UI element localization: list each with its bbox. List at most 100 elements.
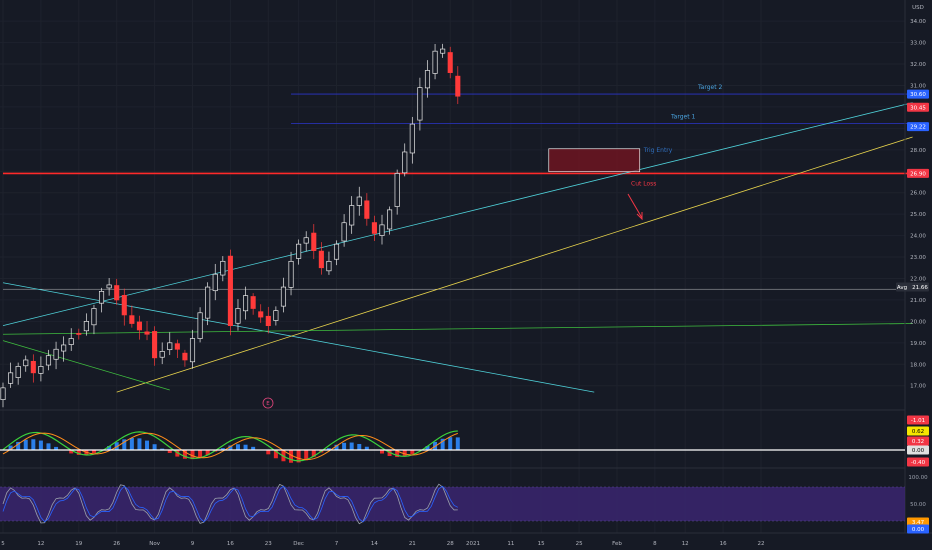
candle-body	[0, 387, 6, 400]
macd-value: 0.62	[912, 429, 924, 435]
time-tick-label: 2021	[466, 541, 480, 547]
macd-bar	[364, 446, 369, 450]
candle-body	[205, 286, 211, 319]
price-tick-label: 19.00	[910, 341, 926, 347]
candle-body	[265, 315, 271, 327]
candle-body	[455, 75, 461, 97]
candle-body	[432, 50, 438, 74]
candle-body	[243, 295, 249, 312]
macd-line	[2, 430, 458, 462]
price-tick-label: 20.00	[910, 319, 926, 325]
macd-bar	[296, 450, 301, 463]
macd-bar	[129, 437, 134, 450]
target-2-price-badge: 30.60	[910, 92, 926, 98]
candle-body	[30, 360, 36, 374]
macd-bar	[54, 446, 59, 450]
candle-body	[341, 222, 347, 242]
macd-bar	[402, 450, 407, 457]
stoch-axis-labels: 100.00 50.00 3.470.00	[907, 475, 929, 534]
macd-bar	[357, 443, 362, 450]
time-tick-label: 8	[653, 541, 657, 547]
avg-label: Avg	[897, 285, 907, 291]
candle-body	[371, 222, 377, 234]
price-tick-label: 21.00	[910, 298, 926, 304]
macd-bar	[160, 448, 165, 450]
stoch-50-label: 50.00	[910, 502, 926, 508]
time-tick-label: Dec	[293, 541, 304, 547]
trend-line	[116, 136, 913, 393]
macd-low-value-bg	[907, 457, 929, 467]
price-tick-label: 25.00	[910, 212, 926, 218]
macd-bar	[31, 439, 36, 450]
target-1-price-badge-bg	[907, 122, 929, 132]
macd-histogram-value-bg	[907, 415, 929, 425]
time-tick-label: 21	[409, 541, 416, 547]
candle-body	[280, 286, 287, 307]
candle-body	[144, 331, 150, 335]
candles	[0, 43, 461, 408]
candle-body	[68, 338, 74, 345]
price-axis[interactable]: 17.00 18.00 19.00 20.00 21.00 22.00 23.00 24.00…	[910, 19, 926, 390]
macd-bar	[273, 450, 278, 459]
time-axis[interactable]: 5 12 19 26 Nov 9 16 23 Dec 7 14 21 28 2021 11 15 25 Feb 8 1…	[1, 541, 764, 547]
macd-bar	[152, 444, 157, 450]
price-tick-label: 24.00	[910, 234, 926, 240]
macd-bar	[190, 450, 195, 460]
candle-body	[273, 310, 279, 321]
earnings-marker[interactable]	[262, 397, 274, 409]
price-tick-label: 34.00	[910, 19, 926, 25]
macd-bar	[387, 450, 392, 457]
macd-bar	[266, 450, 271, 455]
candle-body	[318, 250, 324, 269]
candle-body	[311, 232, 317, 251]
macd-bar	[175, 450, 180, 457]
macd-bar	[349, 442, 354, 450]
macd-bar	[198, 450, 203, 458]
candle-body	[440, 48, 446, 54]
candle-body	[98, 290, 105, 304]
candle-body	[45, 355, 52, 366]
macd-histogram-value: -1.01	[911, 418, 925, 424]
macd-bar	[182, 450, 187, 459]
macd-bar	[425, 446, 430, 450]
candle-body	[38, 366, 44, 374]
price-tick-label: 18.00	[910, 362, 926, 368]
candle-body	[114, 285, 120, 301]
candle-body	[212, 273, 218, 292]
price-tick-label: 32.00	[910, 62, 926, 68]
macd-zero-value-bg	[907, 445, 929, 455]
price-axis-labels: 30.60 30.45 29.22 26.90 Avg 21.66	[896, 89, 929, 292]
candle-body	[326, 260, 332, 272]
time-tick-label: 12	[37, 541, 44, 547]
macd-bar	[167, 450, 172, 454]
candle-body	[83, 321, 89, 332]
candle-body	[91, 308, 97, 326]
time-tick-label: 23	[265, 541, 272, 547]
macd-bar	[243, 444, 248, 450]
macd-bar	[114, 442, 119, 450]
macd-bar	[395, 450, 400, 458]
candle-body	[379, 224, 385, 236]
macd-bar	[289, 450, 294, 463]
candle-body	[136, 321, 142, 331]
stoch-k-line	[2, 483, 458, 525]
candle-body	[23, 359, 29, 367]
candle-body	[15, 366, 21, 378]
time-tick-label: 9	[191, 541, 195, 547]
time-tick-label: 16	[227, 541, 234, 547]
macd-bar	[251, 446, 256, 450]
candle-body	[288, 260, 294, 288]
macd-bar	[304, 450, 309, 461]
time-tick-label: 7	[335, 541, 339, 547]
earnings-marker-label: E	[266, 401, 270, 407]
time-tick-label: 11	[507, 541, 514, 547]
macd-bar	[448, 437, 453, 450]
candle-body	[296, 243, 302, 259]
candle-body	[220, 260, 226, 276]
macd-bar	[69, 450, 74, 454]
price-tick-label: 33.00	[910, 41, 926, 47]
trigger-entry-label: Trig Entry	[643, 147, 673, 154]
candle-body	[197, 312, 203, 339]
